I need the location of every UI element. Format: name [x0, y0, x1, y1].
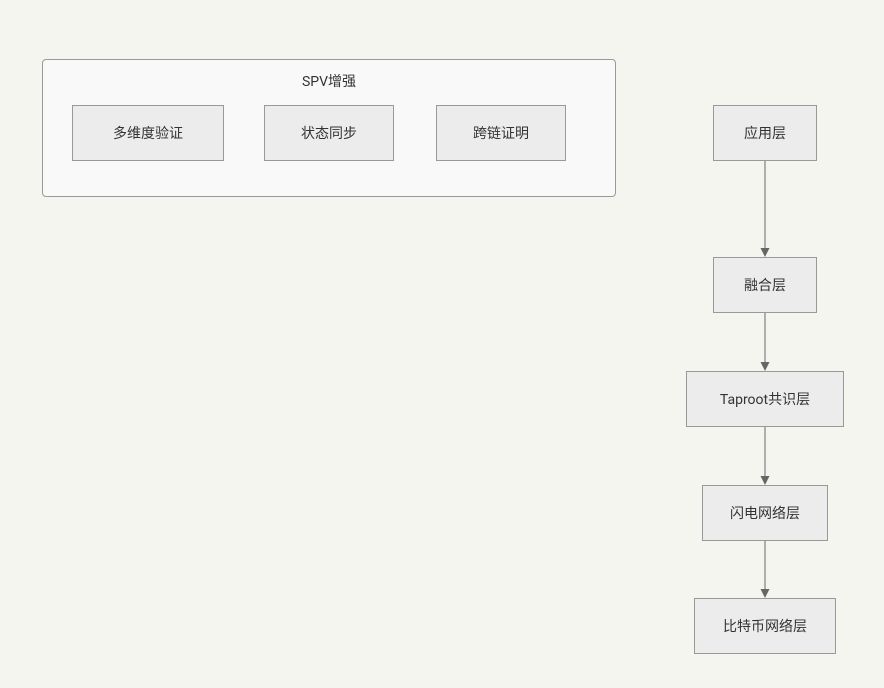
arrowhead-lightning_layer-bitcoin_layer	[761, 589, 770, 598]
arrowhead-taproot_layer-lightning_layer	[761, 476, 770, 485]
node-label-app_layer: 应用层	[744, 123, 786, 143]
node-app_layer: 应用层	[713, 105, 817, 161]
group-title-spv_group: SPV增强	[43, 71, 615, 91]
node-fusion_layer: 融合层	[713, 257, 817, 313]
node-cross_chain: 跨链证明	[436, 105, 566, 161]
arrowhead-app_layer-fusion_layer	[761, 248, 770, 257]
node-label-lightning_layer: 闪电网络层	[730, 503, 800, 523]
node-label-fusion_layer: 融合层	[744, 275, 786, 295]
node-lightning_layer: 闪电网络层	[702, 485, 828, 541]
diagram-canvas: SPV增强多维度验证 状态同步 跨链证明 应用层融合层 Taproot共识层闪电网络层比…	[0, 0, 884, 688]
node-multi_dim: 多维度验证	[72, 105, 224, 161]
node-label-taproot_layer: Taproot共识层	[720, 389, 810, 409]
node-taproot_layer: Taproot共识层	[686, 371, 844, 427]
node-state_sync: 状态同步	[264, 105, 394, 161]
node-label-multi_dim: 多维度验证	[113, 123, 183, 143]
node-label-cross_chain: 跨链证明	[473, 123, 529, 143]
node-label-state_sync: 状态同步	[301, 123, 357, 143]
node-bitcoin_layer: 比特币网络层	[694, 598, 836, 654]
arrowhead-fusion_layer-taproot_layer	[761, 362, 770, 371]
node-label-bitcoin_layer: 比特币网络层	[723, 616, 807, 636]
